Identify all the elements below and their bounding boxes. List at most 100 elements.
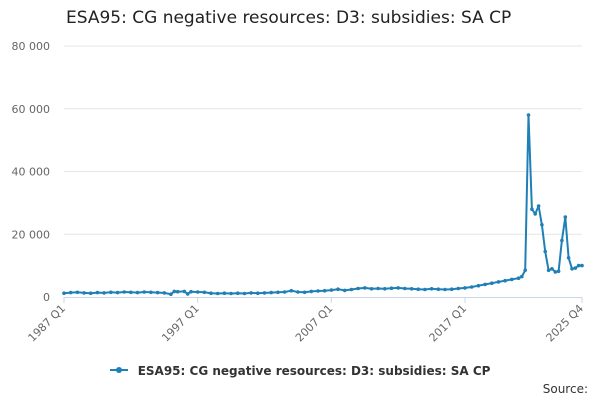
data-point[interactable] bbox=[563, 215, 568, 219]
data-point[interactable] bbox=[189, 289, 193, 294]
data-point[interactable] bbox=[429, 287, 434, 291]
y-tick-label: 60 000 bbox=[12, 103, 51, 116]
data-point[interactable] bbox=[302, 290, 307, 295]
data-point[interactable] bbox=[456, 286, 461, 291]
data-point[interactable] bbox=[396, 286, 401, 290]
data-point[interactable] bbox=[185, 292, 190, 296]
data-point[interactable] bbox=[389, 286, 394, 291]
data-point[interactable] bbox=[503, 278, 507, 283]
data-point[interactable] bbox=[383, 287, 387, 291]
data-point[interactable] bbox=[556, 269, 561, 274]
data-point[interactable] bbox=[536, 204, 541, 208]
data-point[interactable] bbox=[88, 291, 93, 296]
data-point[interactable] bbox=[436, 287, 441, 292]
data-point[interactable] bbox=[129, 290, 133, 295]
data-point[interactable] bbox=[443, 287, 447, 292]
data-point[interactable] bbox=[289, 288, 294, 293]
data-point[interactable] bbox=[349, 287, 354, 292]
data-point[interactable] bbox=[68, 290, 73, 295]
data-point[interactable] bbox=[222, 291, 227, 296]
data-point[interactable] bbox=[142, 290, 146, 294]
data-point[interactable] bbox=[560, 238, 564, 243]
data-point[interactable] bbox=[540, 223, 544, 227]
data-point[interactable] bbox=[476, 283, 481, 288]
data-point[interactable] bbox=[172, 289, 177, 294]
data-point[interactable] bbox=[155, 290, 160, 295]
data-point[interactable] bbox=[202, 290, 207, 295]
data-point[interactable] bbox=[423, 287, 427, 292]
data-point[interactable] bbox=[566, 255, 571, 260]
data-point[interactable] bbox=[269, 290, 274, 295]
data-point[interactable] bbox=[82, 291, 86, 295]
data-point[interactable] bbox=[229, 291, 233, 296]
data-point[interactable] bbox=[510, 277, 514, 282]
data-point[interactable] bbox=[526, 113, 531, 117]
data-point[interactable] bbox=[356, 286, 360, 291]
data-point[interactable] bbox=[135, 290, 140, 295]
data-point[interactable] bbox=[342, 288, 347, 293]
data-point[interactable] bbox=[550, 267, 554, 271]
data-point[interactable] bbox=[309, 289, 314, 294]
data-point[interactable] bbox=[249, 291, 253, 295]
data-point[interactable] bbox=[403, 286, 407, 291]
x-tick-label: 1997 Q1 bbox=[159, 302, 202, 345]
data-point[interactable] bbox=[553, 270, 558, 274]
data-point[interactable] bbox=[496, 280, 501, 284]
data-point[interactable] bbox=[573, 266, 578, 270]
data-point[interactable] bbox=[516, 276, 521, 281]
data-point[interactable] bbox=[102, 291, 106, 295]
legend[interactable]: ESA95: CG negative resources: D3: subsid… bbox=[0, 364, 600, 378]
data-point[interactable] bbox=[282, 290, 287, 294]
data-point[interactable] bbox=[520, 274, 524, 279]
data-point[interactable] bbox=[215, 291, 220, 296]
data-point[interactable] bbox=[329, 288, 334, 292]
data-point[interactable] bbox=[416, 287, 421, 292]
data-point[interactable] bbox=[322, 288, 327, 293]
data-point[interactable] bbox=[463, 286, 467, 290]
data-point[interactable] bbox=[543, 249, 547, 254]
data-point[interactable] bbox=[546, 268, 551, 273]
data-point[interactable] bbox=[149, 290, 153, 295]
grid-lines bbox=[64, 45, 582, 235]
data-point[interactable] bbox=[376, 286, 380, 291]
data-point[interactable] bbox=[363, 286, 367, 290]
legend-label: ESA95: CG negative resources: D3: subsid… bbox=[137, 364, 491, 378]
data-point[interactable] bbox=[369, 287, 374, 291]
data-point[interactable] bbox=[75, 290, 80, 295]
x-tick-label: 2017 Q1 bbox=[427, 302, 470, 345]
data-point[interactable] bbox=[580, 263, 584, 268]
data-point[interactable] bbox=[242, 291, 247, 296]
x-tick-label: 2007 Q1 bbox=[293, 302, 336, 345]
data-point[interactable] bbox=[115, 290, 120, 295]
data-point[interactable] bbox=[209, 291, 213, 296]
data-point[interactable] bbox=[296, 290, 300, 294]
data-point[interactable] bbox=[336, 287, 340, 292]
data-point[interactable] bbox=[316, 289, 320, 293]
data-point[interactable] bbox=[530, 207, 534, 211]
data-point[interactable] bbox=[255, 291, 260, 296]
series-line bbox=[63, 114, 582, 296]
data-point[interactable] bbox=[262, 291, 267, 295]
data-point[interactable] bbox=[162, 291, 167, 295]
data-point[interactable] bbox=[236, 291, 240, 296]
data-point[interactable] bbox=[175, 289, 180, 294]
data-point[interactable] bbox=[570, 267, 574, 271]
data-point[interactable] bbox=[469, 285, 474, 289]
data-point[interactable] bbox=[109, 290, 113, 295]
data-point[interactable] bbox=[169, 292, 173, 297]
data-point[interactable] bbox=[409, 287, 414, 291]
data-point[interactable] bbox=[576, 263, 581, 268]
data-point[interactable] bbox=[182, 289, 187, 294]
data-point[interactable] bbox=[62, 291, 66, 296]
data-point[interactable] bbox=[483, 282, 487, 287]
data-point[interactable] bbox=[122, 290, 126, 294]
data-point[interactable] bbox=[195, 290, 200, 294]
data-point[interactable] bbox=[276, 290, 280, 295]
data-point[interactable] bbox=[95, 290, 100, 295]
data-point[interactable] bbox=[523, 268, 527, 273]
data-point[interactable] bbox=[449, 287, 454, 292]
data-point[interactable] bbox=[533, 212, 537, 216]
y-axis-ticks: 0 20 000 40 000 60 000 80 000 bbox=[12, 40, 51, 304]
data-point[interactable] bbox=[490, 281, 494, 286]
